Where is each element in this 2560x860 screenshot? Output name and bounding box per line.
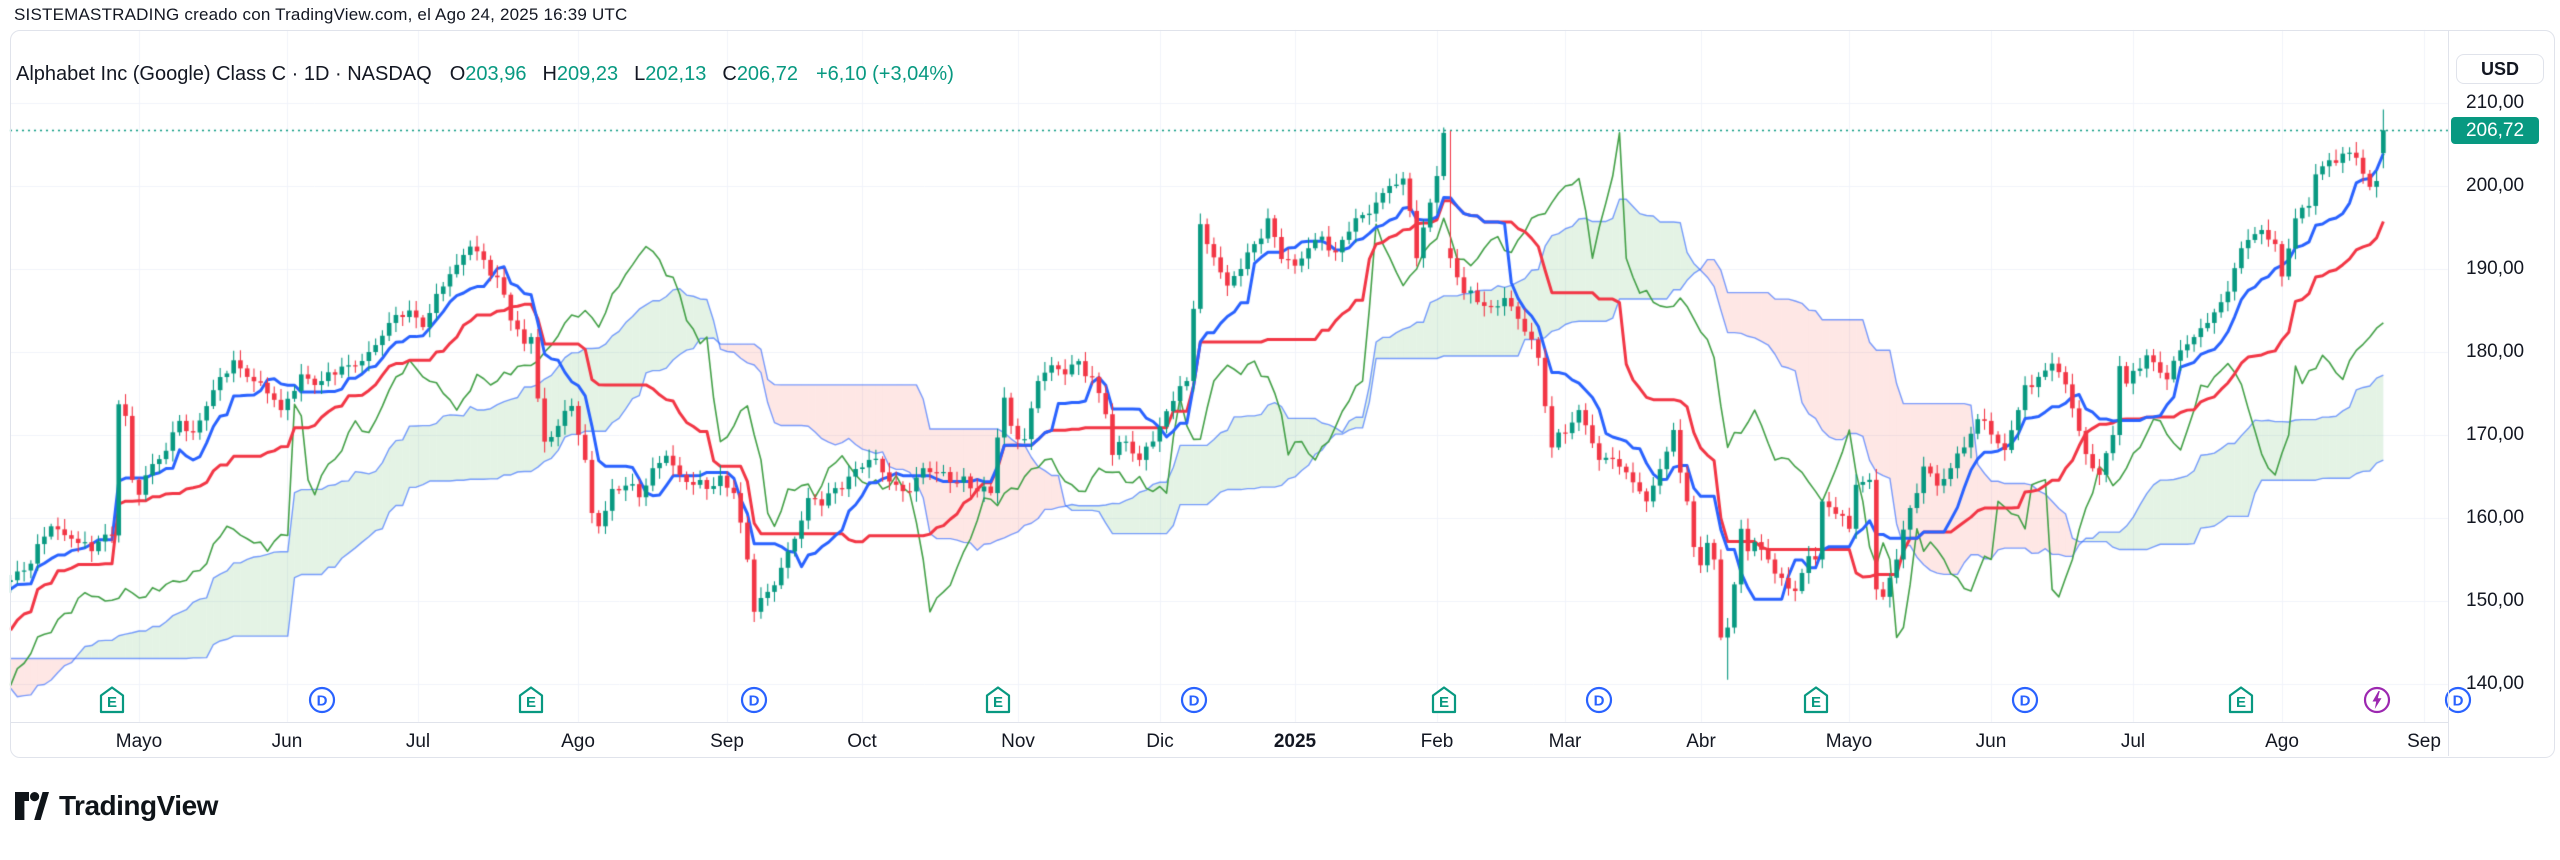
currency-selector-button[interactable]: USD	[2456, 54, 2544, 84]
svg-text:D: D	[749, 693, 760, 710]
svg-text:D: D	[317, 693, 328, 710]
dividend-marker[interactable]: D	[2011, 686, 2039, 714]
price-tick-label: 170,00	[2466, 424, 2525, 445]
flash-marker[interactable]	[2363, 686, 2391, 714]
price-axis-separator	[2448, 30, 2449, 756]
dividend-marker[interactable]: D	[1180, 686, 1208, 714]
brand-name: TradingView	[59, 790, 218, 821]
svg-text:D: D	[1189, 693, 1200, 710]
change-value: +6,10 (+3,04%)	[815, 62, 954, 85]
month-label-feb: Feb	[1420, 731, 1454, 752]
last-price-badge: 206,72	[2451, 117, 2539, 145]
price-tick-label: 180,00	[2466, 341, 2525, 362]
month-label-nov: Nov	[1001, 731, 1035, 752]
month-label-jul: Jul	[405, 731, 431, 752]
time-axis-separator	[10, 722, 2449, 723]
month-label-dic: Dic	[1146, 731, 1174, 752]
svg-text:E: E	[1811, 694, 1821, 711]
month-label-2025: 2025	[1273, 731, 1317, 752]
svg-text:E: E	[526, 694, 536, 711]
ohlc-item-l: L202,13	[634, 62, 707, 85]
earnings-marker[interactable]: E	[98, 686, 126, 714]
month-label-mayo: Mayo	[115, 731, 163, 752]
price-tick-label: 190,00	[2466, 258, 2525, 279]
month-label-ago: Ago	[561, 731, 595, 752]
chart-header: Alphabet Inc (Google) Class C · 1D · NAS…	[16, 59, 954, 89]
dividend-marker[interactable]: D	[740, 686, 768, 714]
earnings-marker[interactable]: E	[1802, 686, 1830, 714]
month-label-mar: Mar	[1548, 731, 1582, 752]
chart-card	[10, 30, 2555, 758]
ohlc-item-o: O203,96	[449, 62, 527, 85]
earnings-marker[interactable]: E	[517, 686, 545, 714]
svg-text:E: E	[993, 694, 1003, 711]
month-label-mayo: Mayo	[1825, 731, 1873, 752]
svg-text:D: D	[2453, 693, 2464, 710]
dividend-marker[interactable]: D	[1585, 686, 1613, 714]
month-label-jun: Jun	[1975, 731, 2007, 752]
price-tick-label: 160,00	[2466, 507, 2525, 528]
dividend-marker[interactable]: D	[2444, 686, 2472, 714]
svg-text:E: E	[107, 694, 117, 711]
svg-text:E: E	[2236, 694, 2246, 711]
month-label-ago: Ago	[2265, 731, 2299, 752]
attribution-text: SISTEMASTRADING creado con TradingView.c…	[14, 5, 628, 24]
dividend-marker[interactable]: D	[308, 686, 336, 714]
month-label-abr: Abr	[1686, 731, 1716, 752]
month-label-jul: Jul	[2120, 731, 2146, 752]
footer-brand[interactable]: TradingView	[14, 790, 218, 822]
price-tick-label: 150,00	[2466, 590, 2525, 611]
month-label-oct: Oct	[847, 731, 877, 752]
svg-text:E: E	[1439, 694, 1449, 711]
earnings-marker[interactable]: E	[1430, 686, 1458, 714]
tradingview-logo-icon	[14, 791, 50, 821]
earnings-marker[interactable]: E	[984, 686, 1012, 714]
month-label-sep: Sep	[2407, 731, 2441, 752]
ohlc-item-c: C206,72	[722, 62, 798, 85]
ohlc-item-h: H209,23	[542, 62, 619, 85]
month-label-sep: Sep	[710, 731, 744, 752]
symbol-title: Alphabet Inc (Google) Class C · 1D · NAS…	[16, 62, 432, 85]
price-tick-label: 140,00	[2466, 673, 2525, 694]
price-tick-label: 200,00	[2466, 175, 2525, 196]
svg-text:D: D	[2020, 693, 2031, 710]
month-label-jun: Jun	[271, 731, 303, 752]
earnings-marker[interactable]: E	[2227, 686, 2255, 714]
svg-text:D: D	[1594, 693, 1605, 710]
price-tick-label: 210,00	[2466, 92, 2525, 113]
ohlc-values: O203,96 H209,23 L202,13 C206,72	[450, 63, 798, 86]
